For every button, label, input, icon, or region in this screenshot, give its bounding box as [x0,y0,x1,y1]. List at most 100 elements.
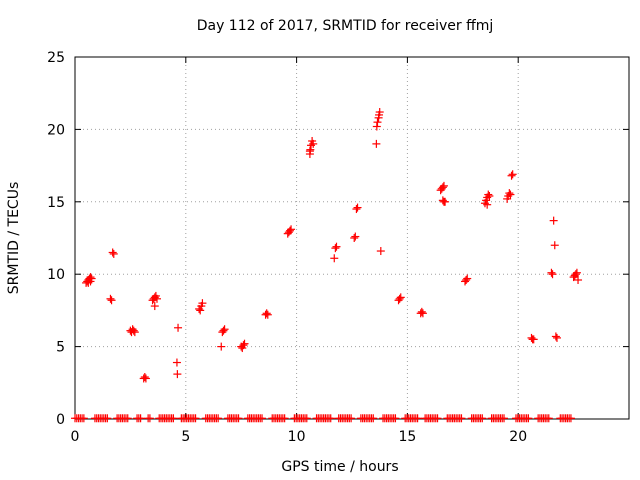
data-point [196,306,205,315]
data-point [417,307,426,316]
data-point [524,414,533,423]
y-tick-label: 25 [47,50,65,66]
data-point [141,374,150,383]
y-tick-label: 20 [47,122,65,138]
data-point [433,414,442,423]
x-tick-label: 10 [288,429,306,445]
data-point [353,203,362,212]
data-point [150,302,159,311]
data-point [309,139,318,148]
chart-title: Day 112 of 2017, SRMTID for receiver ffm… [197,18,494,34]
data-point [106,294,115,303]
x-tick-label: 15 [398,429,416,445]
data-point [484,190,493,199]
y-axis-label: SRMTID / TECUs [6,182,22,295]
data-point [198,299,207,308]
data-point [552,333,561,342]
data-point [130,328,139,337]
data-point [505,189,514,198]
data-point [413,414,422,423]
data-point [280,414,289,423]
data-point [109,249,118,258]
data-point [302,414,311,423]
data-point [549,216,558,225]
data-point [478,414,487,423]
data-point [326,414,335,423]
data-point [391,414,400,423]
data-point [103,414,112,423]
data-point [441,197,450,206]
data-point [239,341,248,350]
data-point [287,225,296,234]
data-point [347,414,356,423]
data-point [547,268,556,277]
data-point [107,296,116,305]
data-point [258,414,267,423]
data-point [331,244,340,253]
data-point [551,332,560,341]
data-point [508,170,517,179]
data-point [463,274,472,283]
data-point [529,335,538,344]
data-point [571,270,580,279]
data-point [262,309,271,318]
data-point [129,326,138,335]
x-tick-label: 0 [71,429,80,445]
data-point [550,241,559,250]
data-point [574,275,583,284]
data-point [485,192,494,201]
data-point [263,310,272,319]
data-point [566,414,575,423]
data-point [372,139,381,148]
data-point [438,183,447,192]
data-point [123,414,132,423]
data-point [108,248,117,257]
data-point [140,373,149,382]
grid [75,57,629,419]
data-point [136,414,145,423]
y-tick-label: 10 [47,267,65,283]
data-point [439,181,448,190]
data-point [220,325,229,334]
data-point [173,370,182,379]
data-point [395,294,404,303]
data-point [396,293,405,302]
data-point [174,323,183,332]
data-point [372,122,381,131]
y-tick-label: 0 [56,412,65,428]
data-point [376,247,385,256]
data-point [79,414,88,423]
x-tick-label: 20 [509,429,527,445]
data-point [169,414,178,423]
data-point [240,339,249,348]
data-point [351,232,360,241]
data-points [71,108,583,423]
data-point [86,277,95,286]
data-point [285,226,294,235]
plot-frame [74,56,630,420]
data-point [352,205,361,214]
data-point [234,414,243,423]
data-point [572,268,581,277]
data-point [544,414,553,423]
data-point [330,254,339,263]
data-point [548,270,557,279]
data-point [462,275,471,284]
data-point [152,294,161,303]
data-point [305,147,314,156]
data-point [217,342,226,351]
data-point [219,326,228,335]
x-axis-label: GPS time / hours [281,459,398,475]
data-point [507,171,516,180]
data-point [500,414,509,423]
tick-labels: 0 5 10 15 20 25 0 5 10 15 20 [47,50,527,445]
data-point [172,358,181,367]
data-point [375,108,384,117]
data-point [373,118,382,127]
x-tick-label: 5 [181,429,190,445]
data-point [350,234,359,242]
data-point [191,414,200,423]
data-point [332,242,341,251]
